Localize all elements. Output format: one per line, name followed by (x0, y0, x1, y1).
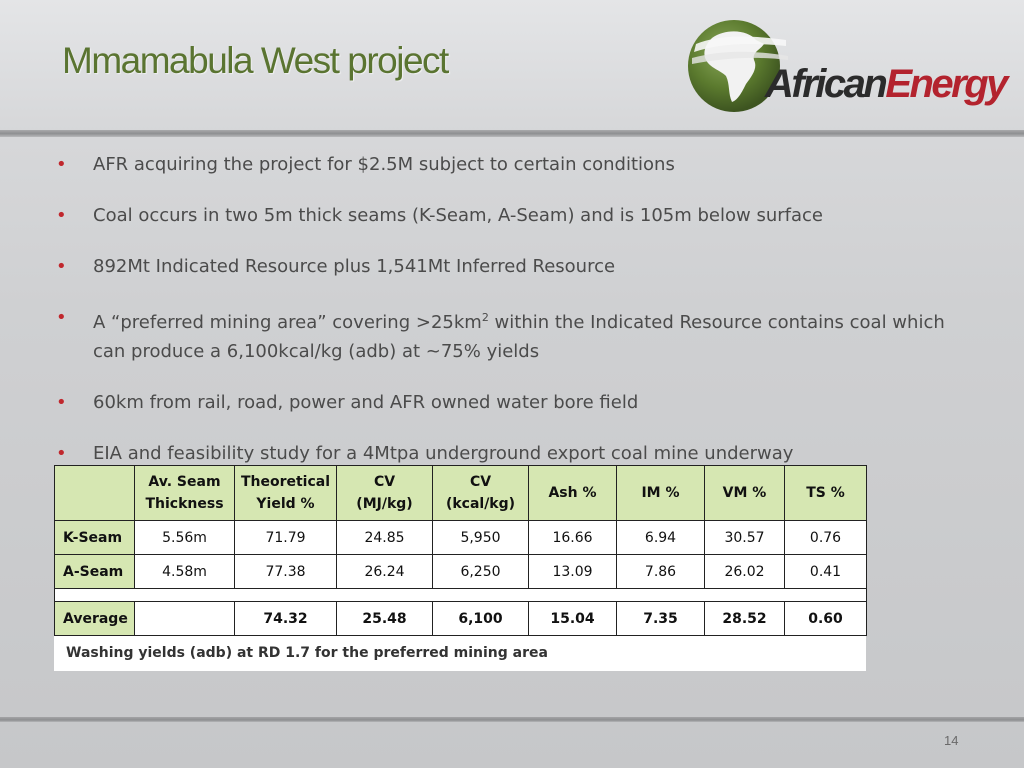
table-cell: 15.04 (528, 601, 617, 636)
table-cell: 0.76 (784, 520, 867, 555)
table-header-cell (54, 465, 135, 521)
table-header-row: Av. Seam Thickness Theoretical Yield % CV (… (54, 465, 867, 521)
row-label-cell: A-Seam (54, 554, 135, 589)
bullet-item: • 892Mt Indicated Resource plus 1,541Mt I… (56, 252, 956, 281)
table-cell: 30.57 (704, 520, 785, 555)
coal-quality-table: Av. Seam Thickness Theoretical Yield % CV (… (54, 465, 867, 636)
table-cell: 26.24 (336, 554, 433, 589)
bullet-text: AFR acquiring the project for $2.5M subj… (93, 154, 675, 175)
header-divider (0, 130, 1024, 137)
table-cell (134, 601, 235, 636)
row-label-cell: K-Seam (54, 520, 135, 555)
table-spacer-row (54, 588, 867, 602)
header-line: (MJ/kg) (356, 496, 413, 512)
table-header-cell: Av. Seam Thickness (134, 465, 235, 521)
bullet-text: 60km from rail, road, power and AFR owne… (93, 392, 639, 413)
table-row: K-Seam 5.56m 71.79 24.85 5,950 16.66 6.9… (54, 520, 867, 555)
table-cell: 5,950 (432, 520, 529, 555)
bullet-dot-icon: • (56, 154, 67, 175)
header-line: Thickness (145, 496, 224, 512)
table-footnote: Washing yields (adb) at RD 1.7 for the p… (54, 636, 866, 671)
bullet-dot-icon: • (56, 392, 67, 413)
table-cell: 25.48 (336, 601, 433, 636)
bullet-text-continued: within the Indicated Resource contains c… (93, 312, 945, 362)
table-cell: 5.56m (134, 520, 235, 555)
table-header-cell: Theoretical Yield % (234, 465, 337, 521)
logo-wordmark: AfricanEnergy (765, 62, 1008, 107)
table-cell: 77.38 (234, 554, 337, 589)
bullet-list: • AFR acquiring the project for $2.5M sub… (56, 150, 956, 490)
table-header-cell: CV (kcal/kg) (432, 465, 529, 521)
table-header-cell: VM % (704, 465, 785, 521)
table-cell: 7.35 (616, 601, 705, 636)
african-energy-logo: AfricanEnergy (682, 14, 1017, 114)
superscript: 2 (481, 311, 489, 324)
header-line: Yield % (256, 496, 315, 512)
spacer-cell (54, 588, 867, 602)
bullet-text: Coal occurs in two 5m thick seams (K-Sea… (93, 205, 823, 226)
logo-word-energy: Energy (885, 62, 1008, 106)
bullet-dot-icon: • (56, 256, 67, 277)
table-cell: 28.52 (704, 601, 785, 636)
table-cell: 16.66 (528, 520, 617, 555)
footer-divider (0, 717, 1024, 722)
bullet-text: EIA and feasibility study for a 4Mtpa un… (93, 443, 794, 464)
bullet-text: 892Mt Indicated Resource plus 1,541Mt In… (93, 256, 616, 277)
table-cell: 6.94 (616, 520, 705, 555)
bullet-dot-icon: • (56, 443, 67, 464)
bullet-item: • Coal occurs in two 5m thick seams (K-Se… (56, 201, 956, 230)
header-line: CV (373, 474, 396, 490)
header-line: (kcal/kg) (445, 496, 516, 512)
table-header-cell: TS % (784, 465, 867, 521)
bullet-item: • 60km from rail, road, power and AFR own… (56, 388, 956, 417)
bullet-text: A “preferred mining area” covering >25km (93, 312, 482, 333)
header-line: Av. Seam (148, 474, 221, 490)
header-line: CV (469, 474, 492, 490)
bullet-item: • AFR acquiring the project for $2.5M sub… (56, 150, 956, 179)
table-cell: 6,250 (432, 554, 529, 589)
bullet-item: • EIA and feasibility study for a 4Mtpa u… (56, 439, 956, 468)
table-cell: 71.79 (234, 520, 337, 555)
table-header-cell: CV (MJ/kg) (336, 465, 433, 521)
table-cell: 0.41 (784, 554, 867, 589)
header-band (0, 0, 1024, 132)
table-average-row: Average 74.32 25.48 6,100 15.04 7.35 28.… (54, 601, 867, 636)
row-label-cell: Average (54, 601, 135, 636)
table-cell: 26.02 (704, 554, 785, 589)
logo-word-african: African (765, 62, 888, 106)
bullet-dot-icon: • (56, 205, 67, 226)
coal-quality-table-wrap: Av. Seam Thickness Theoretical Yield % CV (… (54, 465, 867, 671)
header-line: Theoretical (240, 474, 331, 490)
slide-title: Mmamabula West project (62, 40, 449, 81)
table-row: A-Seam 4.58m 77.38 26.24 6,250 13.09 7.8… (54, 554, 867, 589)
table-cell: 74.32 (234, 601, 337, 636)
table-header-cell: Ash % (528, 465, 617, 521)
table-cell: 4.58m (134, 554, 235, 589)
table-cell: 13.09 (528, 554, 617, 589)
table-header-cell: IM % (616, 465, 705, 521)
page-number: 14 (944, 733, 959, 748)
table-cell: 24.85 (336, 520, 433, 555)
africa-globe-icon (688, 20, 788, 112)
bullet-dot-icon: • (56, 307, 67, 328)
table-cell: 7.86 (616, 554, 705, 589)
table-cell: 0.60 (784, 601, 867, 636)
bullet-item: • A “preferred mining area” covering >25k… (56, 303, 956, 366)
table-cell: 6,100 (432, 601, 529, 636)
